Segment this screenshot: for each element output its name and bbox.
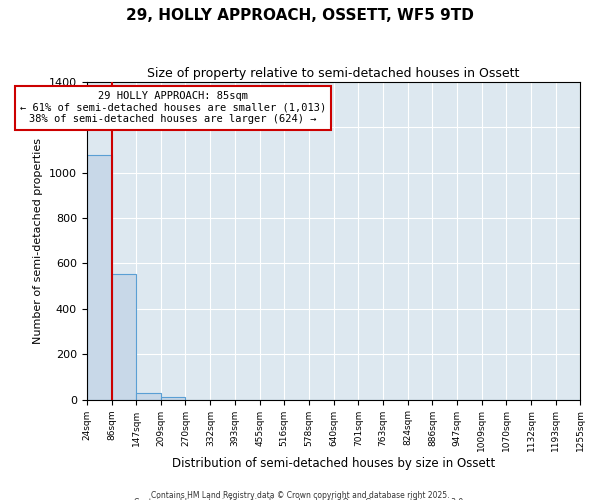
- Y-axis label: Number of semi-detached properties: Number of semi-detached properties: [34, 138, 43, 344]
- Title: Size of property relative to semi-detached houses in Ossett: Size of property relative to semi-detach…: [148, 68, 520, 80]
- Text: Contains public sector information licensed under the Open Government Licence v3: Contains public sector information licen…: [134, 498, 466, 500]
- Text: Contains HM Land Registry data © Crown copyright and database right 2025.: Contains HM Land Registry data © Crown c…: [151, 490, 449, 500]
- Text: 29 HOLLY APPROACH: 85sqm
← 61% of semi-detached houses are smaller (1,013)
38% o: 29 HOLLY APPROACH: 85sqm ← 61% of semi-d…: [20, 91, 326, 124]
- Bar: [136, 393, 161, 400]
- Bar: [112, 274, 136, 400]
- X-axis label: Distribution of semi-detached houses by size in Ossett: Distribution of semi-detached houses by …: [172, 457, 495, 470]
- Bar: [161, 398, 185, 400]
- Text: 29, HOLLY APPROACH, OSSETT, WF5 9TD: 29, HOLLY APPROACH, OSSETT, WF5 9TD: [126, 8, 474, 22]
- Bar: [87, 156, 112, 400]
